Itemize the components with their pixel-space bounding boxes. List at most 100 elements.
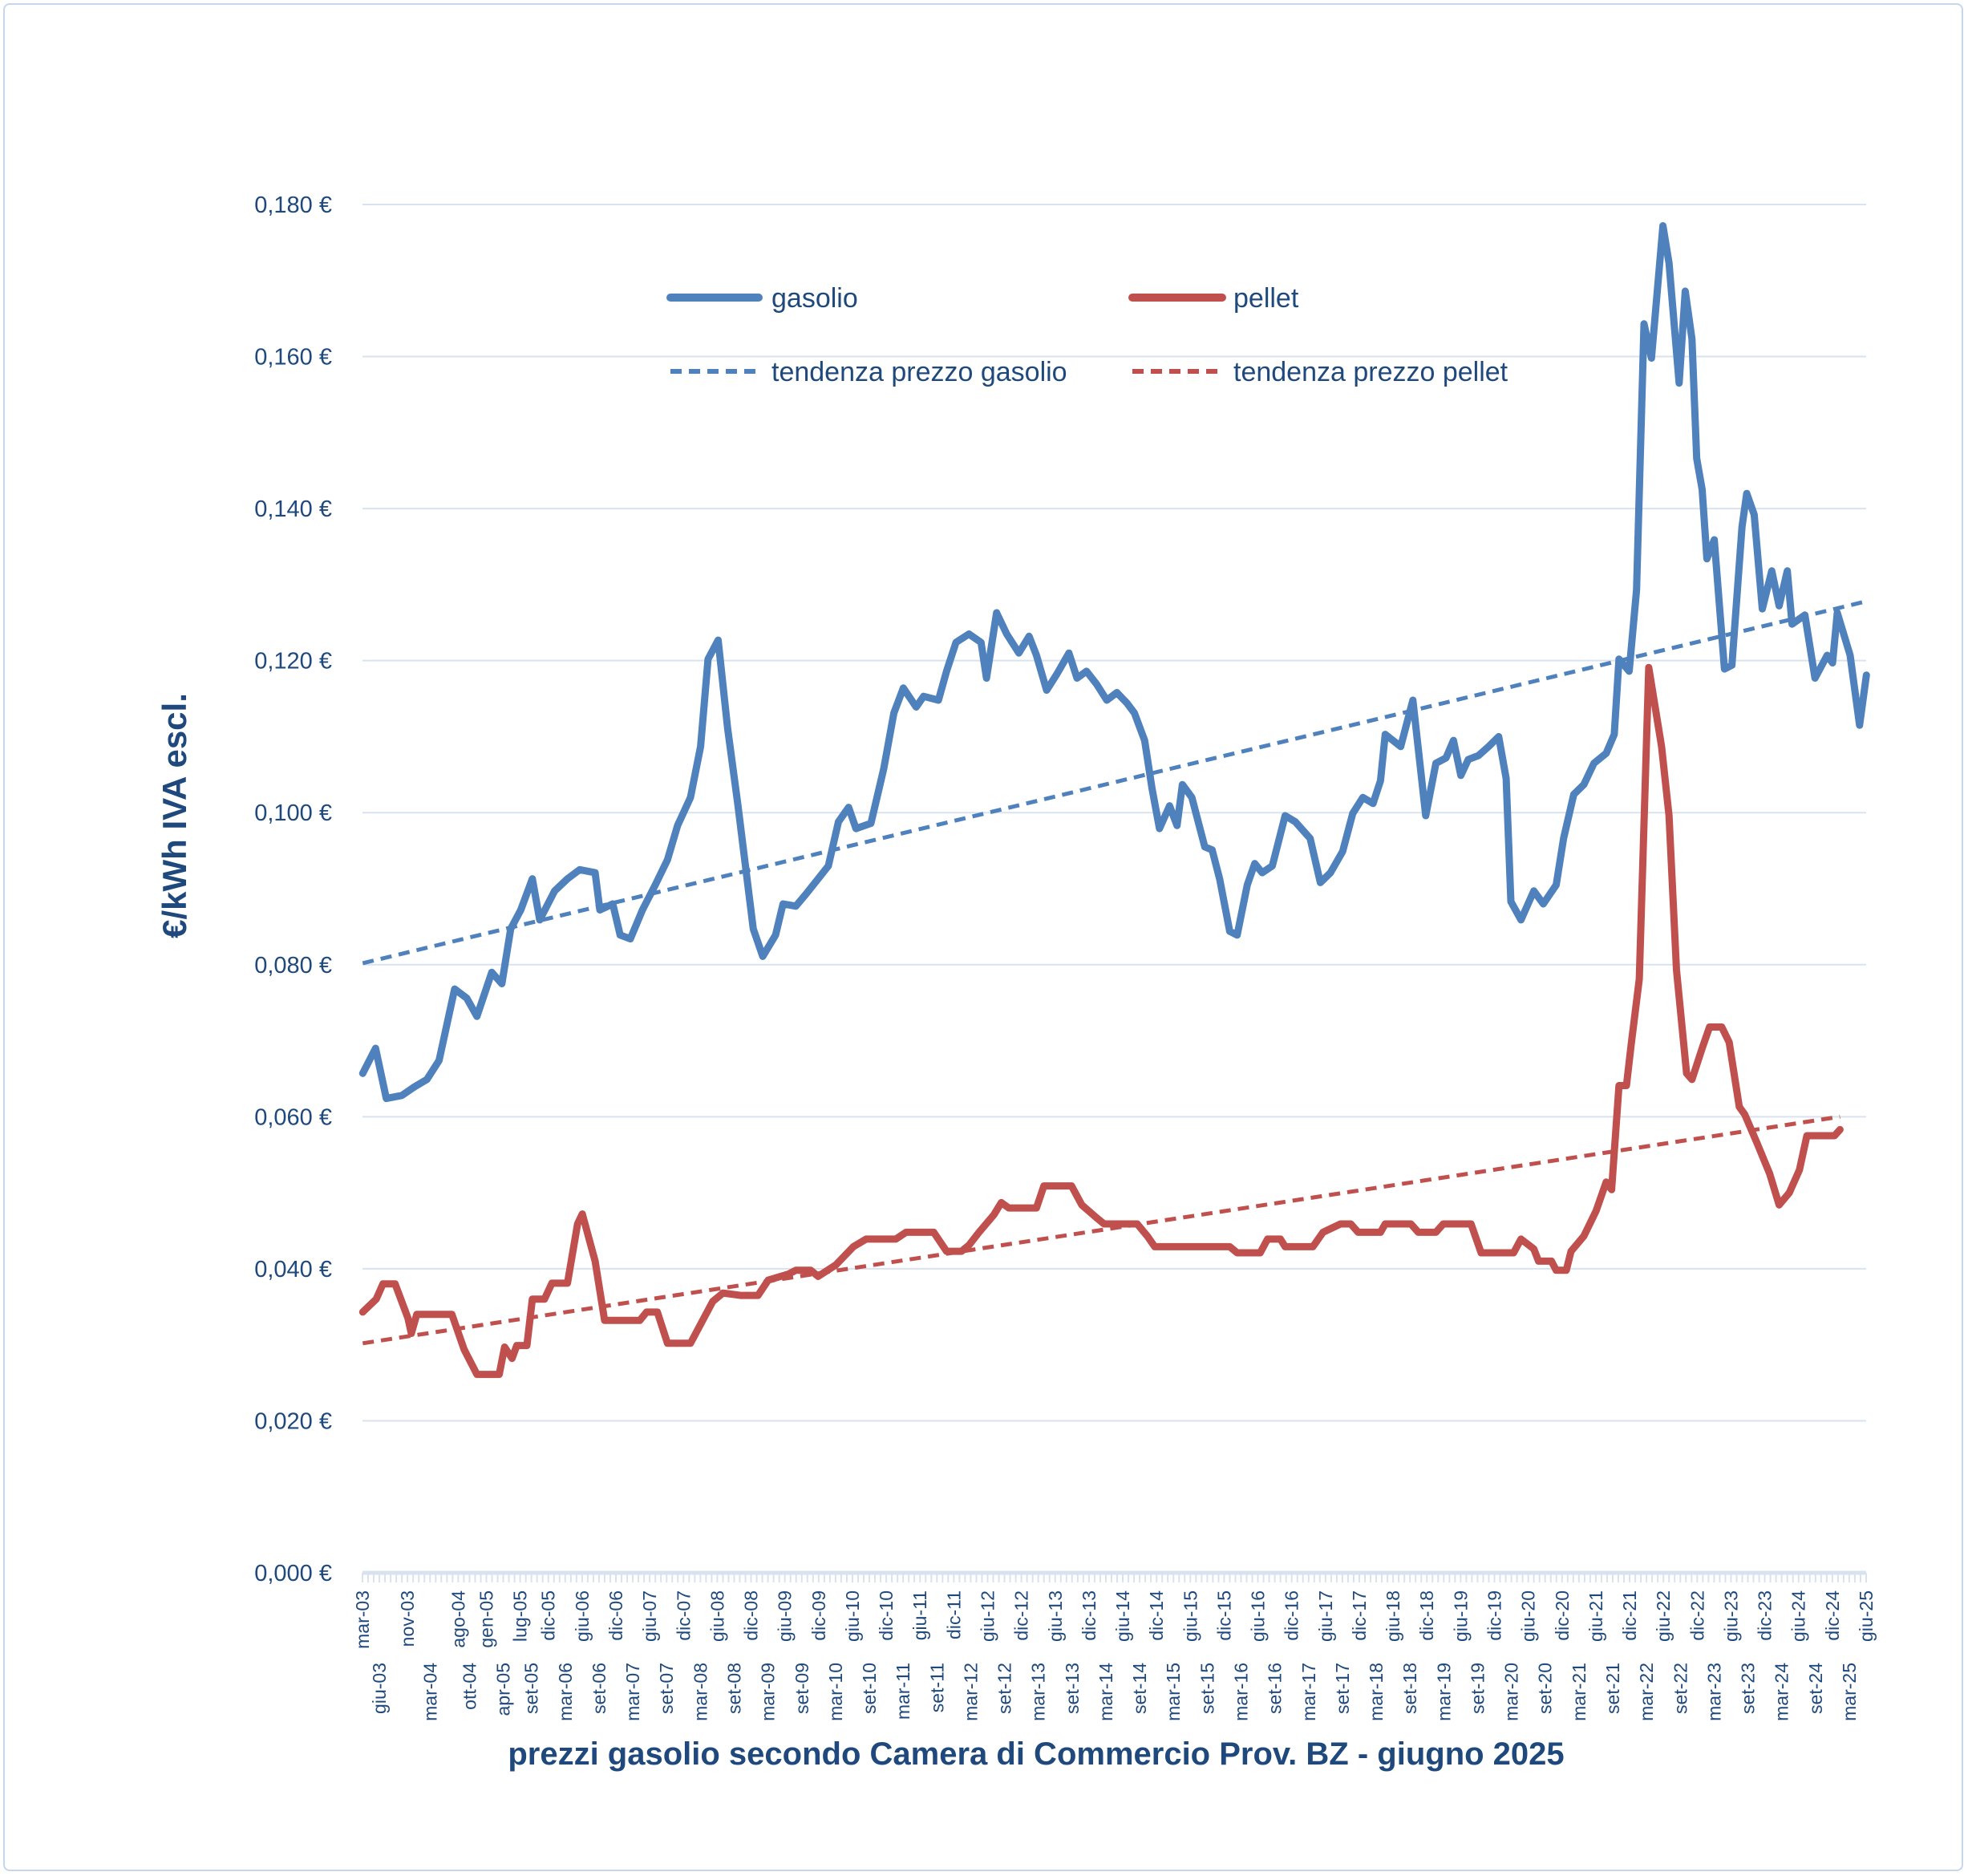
x-tick-label: mar-24 <box>1772 1663 1792 1721</box>
x-tick-label: mar-11 <box>893 1663 913 1720</box>
x-tick-label: dic-16 <box>1282 1590 1302 1641</box>
x-tick-label: dic-05 <box>538 1590 559 1641</box>
x-tick-label: giu-21 <box>1585 1590 1606 1642</box>
series-line-pellet <box>358 663 1844 1379</box>
x-tick-label: nov-03 <box>397 1590 418 1647</box>
y-tick-label: 0,000 € <box>254 1561 332 1586</box>
x-tick-label: dic-07 <box>673 1590 694 1641</box>
x-tick-label: giu-23 <box>1721 1590 1742 1642</box>
y-axis-title: €/kWh IVA escl. <box>156 693 193 938</box>
x-tick-label: mar-15 <box>1163 1663 1184 1721</box>
x-tick-label: set-23 <box>1738 1663 1759 1714</box>
legend: gasolio pellet tendenza prezzo gasolio t… <box>666 283 1508 387</box>
x-tick-label: dic-11 <box>943 1590 964 1639</box>
x-tick-label: dic-14 <box>1146 1590 1167 1641</box>
x-tick-label: gen-05 <box>476 1590 497 1648</box>
x-tick-label: mar-19 <box>1433 1663 1454 1721</box>
x-tick-label: dic-12 <box>1011 1590 1032 1641</box>
x-tick-label: mar-12 <box>960 1663 981 1721</box>
x-tick-label: set-07 <box>656 1663 677 1714</box>
x-tick-label: set-05 <box>521 1663 542 1714</box>
x-tick-label: dic-18 <box>1416 1590 1437 1641</box>
legend-label-pellet: pellet <box>1233 283 1299 314</box>
x-tick-label: set-16 <box>1265 1663 1286 1714</box>
x-tick-label: mar-18 <box>1366 1663 1387 1721</box>
x-tick-label: set-08 <box>724 1663 745 1714</box>
x-tick-label: mar-13 <box>1028 1663 1049 1721</box>
x-tick-label: set-15 <box>1197 1663 1217 1714</box>
x-tick-label: giu-14 <box>1112 1590 1133 1642</box>
y-axis-ticks: 0,000 € 0,020 € 0,040 € 0,060 € 0,080 € 0,100… <box>254 192 332 1586</box>
legend-label-trend-gasolio: tendenza prezzo gasolio <box>771 357 1067 387</box>
y-tick-label: 0,160 € <box>254 345 332 371</box>
x-tick-label: set-14 <box>1129 1663 1150 1714</box>
legend-label-gasolio: gasolio <box>771 283 858 314</box>
x-tick-label: mar-03 <box>352 1590 373 1649</box>
series-line-gasolio <box>358 222 1870 1103</box>
y-tick-label: 0,120 € <box>254 649 332 675</box>
x-tick-label: set-17 <box>1332 1663 1353 1714</box>
x-tick-label: mar-23 <box>1703 1663 1724 1721</box>
y-tick-label: 0,080 € <box>254 953 332 979</box>
x-tick-label: mar-20 <box>1501 1663 1522 1721</box>
x-tick-label: mar-16 <box>1231 1663 1252 1721</box>
x-tick-label: mar-22 <box>1636 1663 1657 1721</box>
x-tick-label: giu-15 <box>1180 1590 1201 1642</box>
x-tick-label: dic-24 <box>1822 1590 1843 1641</box>
y-tick-label: 0,060 € <box>254 1104 332 1130</box>
x-tick-label: dic-23 <box>1755 1590 1776 1641</box>
x-tick-label: set-11 <box>926 1663 947 1712</box>
y-tick-label: 0,100 € <box>254 800 332 826</box>
x-tick-label: giu-16 <box>1248 1590 1269 1642</box>
x-tick-label: dic-09 <box>808 1590 829 1641</box>
x-tick-label: set-19 <box>1467 1663 1488 1714</box>
x-tick-label: ago-04 <box>447 1590 468 1648</box>
x-tick-label: dic-20 <box>1552 1590 1573 1641</box>
y-tick-label: 0,180 € <box>254 192 332 218</box>
y-tick-label: 0,020 € <box>254 1408 332 1434</box>
x-tick-label: set-10 <box>859 1663 880 1714</box>
x-tick-label: mar-10 <box>825 1663 846 1721</box>
x-tick-label: giu-17 <box>1315 1590 1336 1642</box>
x-tick-label: giu-03 <box>369 1663 390 1714</box>
x-tick-label: giu-25 <box>1856 1590 1877 1642</box>
x-tick-label: mar-08 <box>690 1663 711 1721</box>
y-tick-label: 0,040 € <box>254 1257 332 1282</box>
x-tick-label: mar-21 <box>1569 1663 1589 1721</box>
x-tick-label: apr-05 <box>493 1663 514 1716</box>
x-tick-label: lug-05 <box>510 1590 531 1642</box>
x-tick-label: giu-19 <box>1450 1590 1471 1642</box>
x-tick-label: set-21 <box>1602 1663 1623 1714</box>
x-tick-label: dic-15 <box>1213 1590 1234 1641</box>
series-lines <box>358 222 1870 1379</box>
x-tick-label: dic-10 <box>876 1590 897 1641</box>
x-tick-label: set-20 <box>1535 1663 1556 1714</box>
x-tick-label: giu-22 <box>1653 1590 1674 1642</box>
x-tick-label: mar-17 <box>1298 1663 1319 1721</box>
x-tick-label: giu-24 <box>1788 1590 1809 1642</box>
x-tick-label: dic-17 <box>1349 1590 1370 1641</box>
x-tick-label: mar-09 <box>758 1663 779 1721</box>
x-tick-label: set-24 <box>1805 1663 1826 1714</box>
x-tick-label: giu-07 <box>639 1590 660 1642</box>
x-tick-label: giu-13 <box>1045 1590 1066 1642</box>
x-tick-label: mar-06 <box>555 1663 576 1721</box>
x-tick-label: set-18 <box>1399 1663 1420 1714</box>
x-tick-label: giu-10 <box>842 1590 863 1642</box>
x-tick-label: giu-12 <box>978 1590 998 1642</box>
y-tick-label: 0,140 € <box>254 496 332 522</box>
chart-frame <box>3 3 1963 1871</box>
x-tick-label: set-06 <box>589 1663 609 1714</box>
series-line-tendenza-prezzo-pellet <box>362 1114 1840 1346</box>
x-tick-label: giu-18 <box>1383 1590 1403 1642</box>
x-tick-label: dic-19 <box>1484 1590 1505 1641</box>
x-tick-label: dic-06 <box>605 1590 626 1641</box>
x-tick-label: giu-09 <box>775 1590 796 1642</box>
legend-label-trend-pellet: tendenza prezzo pellet <box>1233 357 1508 387</box>
x-tick-label: set-22 <box>1670 1663 1691 1714</box>
x-tick-label: ott-04 <box>459 1663 480 1710</box>
x-tick-label: giu-11 <box>909 1590 930 1640</box>
x-tick-label: set-09 <box>792 1663 812 1714</box>
